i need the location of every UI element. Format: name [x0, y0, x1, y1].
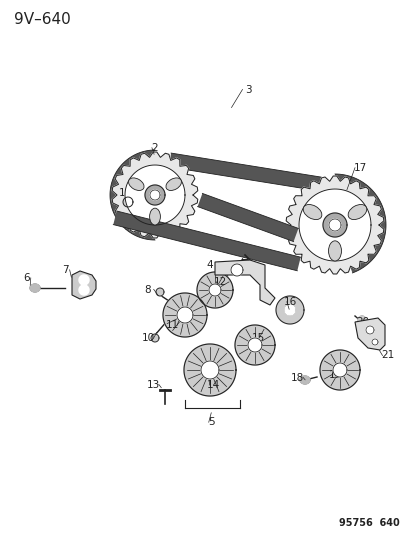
Ellipse shape	[128, 178, 144, 190]
Polygon shape	[285, 176, 383, 274]
Text: 95756  640: 95756 640	[338, 518, 399, 528]
Polygon shape	[334, 174, 385, 273]
Text: 8: 8	[144, 285, 151, 295]
Polygon shape	[247, 338, 261, 352]
Polygon shape	[125, 165, 185, 225]
Ellipse shape	[149, 208, 160, 225]
Text: 18: 18	[290, 373, 303, 383]
Text: 6: 6	[24, 273, 30, 283]
Polygon shape	[177, 307, 192, 323]
Text: 5: 5	[208, 417, 215, 427]
Text: 1: 1	[119, 188, 125, 198]
Text: 16: 16	[282, 297, 296, 307]
Text: 10: 10	[141, 333, 154, 343]
Polygon shape	[319, 350, 359, 390]
Polygon shape	[230, 264, 242, 276]
Polygon shape	[169, 153, 320, 191]
Text: 2: 2	[151, 143, 158, 153]
Ellipse shape	[302, 205, 321, 220]
Polygon shape	[275, 296, 303, 324]
Polygon shape	[371, 339, 377, 345]
Polygon shape	[145, 185, 165, 205]
Polygon shape	[150, 190, 159, 200]
Polygon shape	[151, 334, 159, 342]
Polygon shape	[113, 211, 300, 271]
Polygon shape	[110, 150, 154, 230]
Polygon shape	[197, 272, 233, 308]
Polygon shape	[112, 152, 197, 238]
Polygon shape	[156, 288, 164, 296]
Polygon shape	[72, 271, 96, 299]
Polygon shape	[365, 326, 373, 334]
Text: 14: 14	[206, 380, 219, 390]
Text: 7: 7	[62, 265, 68, 275]
Text: 13: 13	[146, 380, 159, 390]
Polygon shape	[79, 275, 89, 285]
Text: 9: 9	[231, 242, 238, 252]
Polygon shape	[201, 361, 218, 379]
Text: 17: 17	[353, 163, 366, 173]
Polygon shape	[332, 363, 346, 377]
Text: 20: 20	[356, 317, 369, 327]
Polygon shape	[197, 193, 298, 241]
Polygon shape	[79, 285, 89, 295]
Text: 9V–640: 9V–640	[14, 12, 71, 27]
Polygon shape	[322, 213, 346, 237]
Ellipse shape	[328, 241, 341, 261]
Text: 3: 3	[244, 85, 251, 95]
Polygon shape	[354, 318, 384, 350]
Polygon shape	[123, 197, 133, 207]
Polygon shape	[299, 376, 309, 384]
Ellipse shape	[166, 178, 181, 190]
Polygon shape	[126, 219, 154, 240]
Polygon shape	[30, 284, 40, 292]
Text: 4: 4	[206, 260, 213, 270]
Polygon shape	[183, 344, 235, 396]
Text: 21: 21	[380, 350, 394, 360]
Polygon shape	[328, 219, 340, 231]
Polygon shape	[209, 284, 221, 296]
Polygon shape	[214, 260, 274, 305]
Polygon shape	[357, 316, 365, 324]
Polygon shape	[284, 305, 294, 315]
Polygon shape	[298, 189, 370, 261]
Text: 19: 19	[328, 370, 341, 380]
Text: 15: 15	[251, 333, 264, 343]
Polygon shape	[163, 293, 206, 337]
Text: 11: 11	[165, 320, 178, 330]
Ellipse shape	[347, 205, 366, 220]
Polygon shape	[235, 325, 274, 365]
Text: 12: 12	[213, 277, 226, 287]
